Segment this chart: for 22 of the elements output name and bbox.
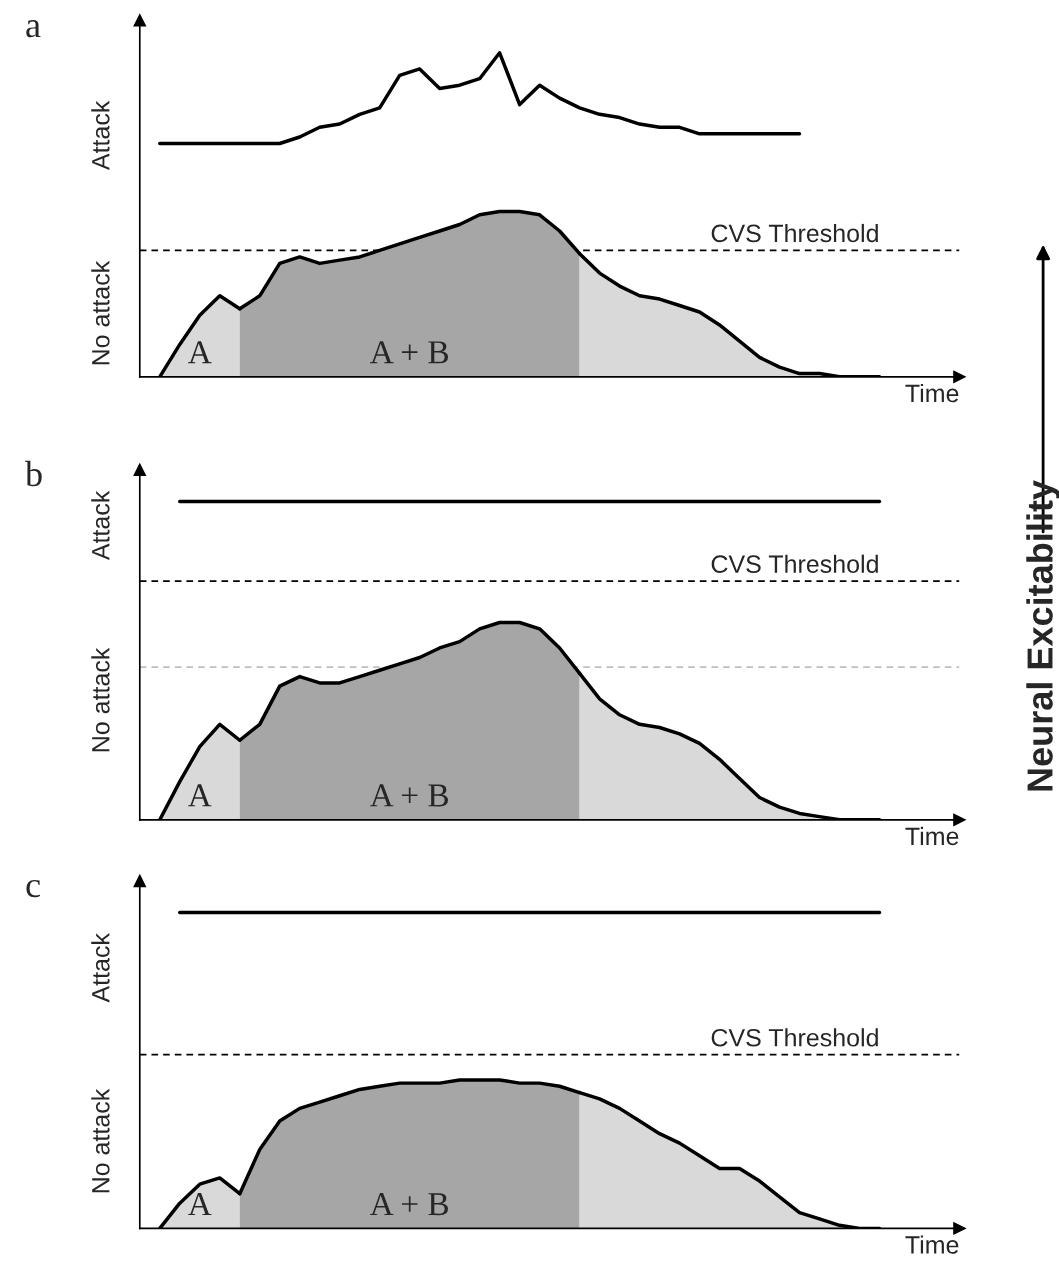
series-label: A [188,784,212,807]
text: No attack [91,260,110,365]
series-label: A [188,341,212,364]
x-axis-title: Time [905,1235,959,1254]
series-label: A + B [370,1193,449,1216]
text: Attack [91,490,110,561]
text: No attack [91,647,110,752]
x-axis-title: Time [905,383,959,403]
chart-title: b [25,460,42,487]
ref-line-label: CVS Threshold [711,554,878,573]
text: No attack [91,1088,110,1193]
chart-title: c [26,879,40,898]
x-axis-title: Time [905,826,959,846]
series-label: A + B [370,784,449,807]
series-label: A + B [370,341,449,364]
ref-line-label: CVS Threshold [711,223,878,243]
text: Attack [91,100,110,171]
text: Attack [91,933,110,1003]
series-label: A [188,1193,212,1216]
chart-title: a [26,20,41,38]
y2-axis-title: Neural Excitability [1026,480,1059,791]
ref-line-label: CVS Threshold [711,1028,878,1047]
